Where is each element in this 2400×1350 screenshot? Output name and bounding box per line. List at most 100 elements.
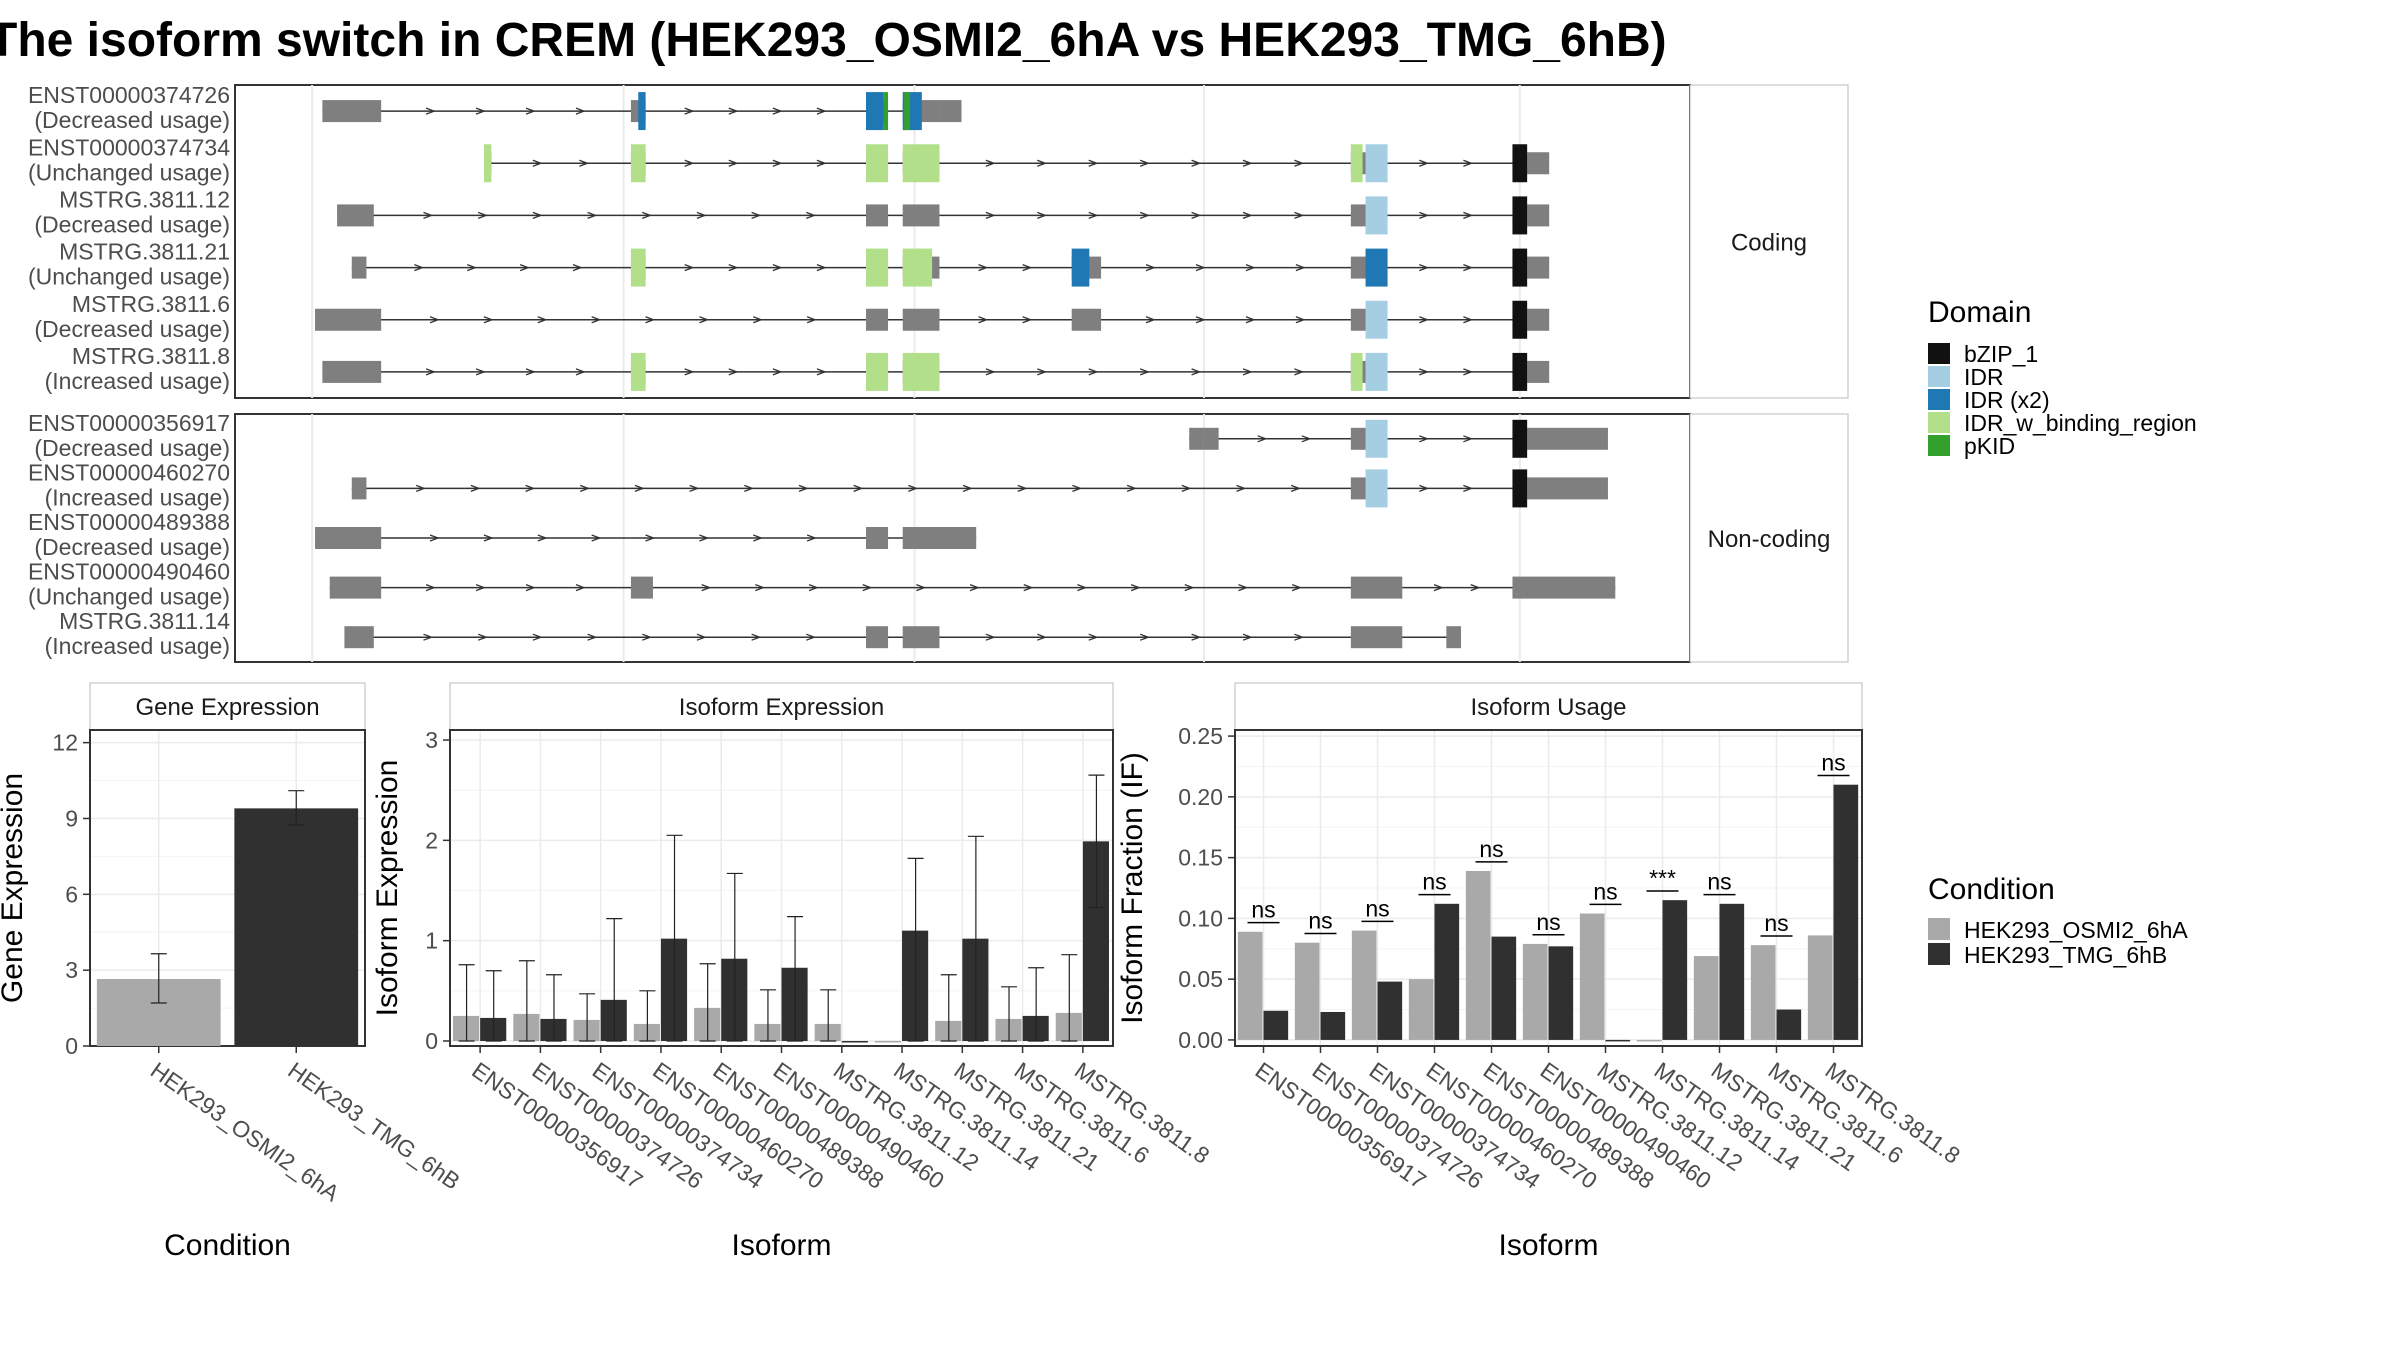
y-tick-label: 0.05 — [1178, 966, 1223, 992]
isoform-usage-label: (Unchanged usage) — [28, 159, 230, 185]
intron-arrow — [575, 583, 586, 592]
significance-label: ns — [1707, 869, 1731, 895]
intron-arrow — [475, 107, 486, 115]
isoform-usage-plot: Isoform Usage0.000.050.100.150.200.25ENS… — [1116, 682, 1965, 1262]
domain-block — [1365, 469, 1388, 508]
domain-legend-swatch — [1928, 389, 1950, 410]
domain-block — [866, 144, 889, 183]
intron-arrow — [1463, 263, 1474, 272]
domain-legend-label: bZIP_1 — [1964, 341, 2038, 367]
bar — [1605, 1039, 1631, 1042]
intron-arrow — [1419, 211, 1430, 220]
y-tick-label: 0.10 — [1178, 905, 1223, 931]
intron-arrow — [423, 633, 434, 641]
isoform-track: MSTRG.3811.21(Unchanged usage) — [28, 239, 1550, 290]
utr-exon — [1527, 477, 1608, 500]
intron-arrow — [415, 484, 427, 493]
facet-strip-label: Coding — [1731, 230, 1807, 257]
intron-arrow — [1191, 211, 1202, 220]
isoform-track: MSTRG.3811.14(Increased usage) — [45, 608, 1462, 659]
intron-arrow — [1470, 583, 1481, 592]
intron-arrow — [978, 263, 989, 272]
intron-arrow — [587, 211, 598, 220]
isoform-structure-plot: Coding ENST00000374726(Decreased usage)EN… — [28, 82, 1849, 663]
intron-arrow — [1419, 316, 1430, 324]
domain-block — [1512, 469, 1528, 508]
intron-arrow — [532, 633, 543, 641]
intron-arrow — [525, 583, 536, 592]
utr-exon — [1527, 360, 1550, 383]
domain-block — [630, 248, 646, 287]
intron-arrow — [477, 211, 489, 220]
y-axis-label: Gene Expression — [0, 773, 29, 1003]
intron-arrow — [916, 583, 927, 592]
exon — [329, 576, 382, 599]
bar — [1750, 945, 1776, 1040]
intron-arrow — [1037, 368, 1048, 376]
intron-arrow — [798, 484, 809, 493]
exon — [1350, 576, 1403, 599]
domain-block — [1350, 144, 1363, 183]
intron-arrow — [1419, 484, 1430, 493]
bar — [841, 1040, 868, 1043]
intron-arrow — [1195, 263, 1206, 272]
facet-strip — [89, 682, 366, 731]
figure-title: The isoform switch in CREM (HEK293_OSMI2… — [0, 14, 1667, 67]
intron-arrow — [1236, 484, 1247, 493]
intron-arrow — [806, 211, 817, 220]
intron-arrow — [1037, 159, 1048, 167]
intron-arrow — [1433, 583, 1444, 592]
isoform-usage-label: (Decreased usage) — [34, 107, 230, 133]
intron-arrow — [467, 263, 478, 272]
intron-arrow — [1463, 368, 1474, 376]
isoform-name: MSTRG.3811.6 — [72, 291, 230, 317]
intron-arrow — [816, 368, 827, 376]
intron-arrow — [1037, 633, 1048, 641]
panel-title: Gene Expression — [135, 694, 319, 721]
intron-arrow — [862, 583, 873, 592]
condition-legend-swatch — [1928, 943, 1950, 965]
intron-arrow — [642, 633, 653, 641]
intron-arrow — [751, 633, 762, 641]
exon — [902, 204, 940, 227]
intron-arrow — [575, 368, 586, 376]
domain-block — [1365, 300, 1388, 339]
intron-arrow — [969, 583, 980, 592]
exon — [1350, 626, 1403, 649]
bar — [1491, 936, 1517, 1040]
domain-block — [866, 352, 889, 391]
utr-exon — [1527, 427, 1608, 450]
intron-arrow — [1088, 633, 1099, 641]
isoform-name: ENST00000374726 — [28, 82, 230, 108]
intron-arrow — [1245, 263, 1256, 272]
intron-arrow — [808, 583, 819, 592]
intron-arrow — [696, 211, 707, 220]
domain-block — [484, 144, 492, 183]
intron-arrow — [470, 484, 481, 493]
domain-block — [866, 92, 884, 131]
domain-block — [1350, 352, 1363, 391]
utr-exon — [1527, 152, 1550, 175]
intron-arrow — [1139, 633, 1151, 641]
bar — [1636, 1039, 1662, 1042]
exon — [866, 626, 889, 649]
significance-label: ns — [1251, 897, 1275, 923]
intron-arrow — [1145, 316, 1156, 324]
domain-block — [1365, 419, 1388, 458]
intron-arrow — [1242, 211, 1253, 220]
isoform-track: ENST00000374734(Unchanged usage) — [28, 134, 1550, 185]
isoform-usage-label: (Unchanged usage) — [28, 264, 230, 290]
bar — [1294, 942, 1320, 1040]
intron-arrow — [1088, 211, 1099, 220]
significance-label: ns — [1308, 908, 1332, 934]
intron-arrow — [642, 211, 653, 220]
bar — [1263, 1010, 1289, 1040]
exon — [351, 256, 367, 279]
domain-legend-label: IDR — [1964, 364, 2004, 390]
domain-block — [902, 352, 940, 391]
domain-block — [1512, 352, 1528, 391]
domain-block — [1512, 419, 1528, 458]
